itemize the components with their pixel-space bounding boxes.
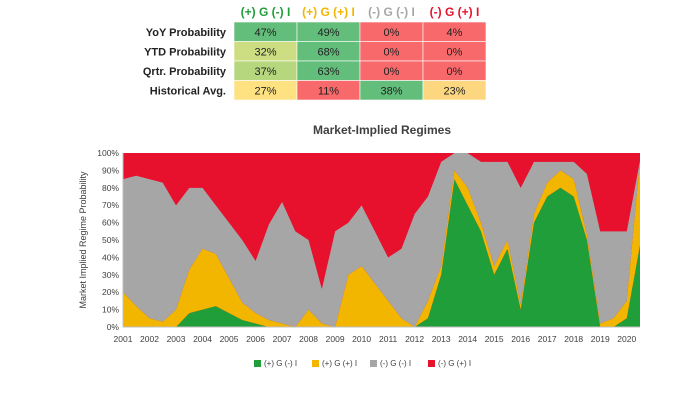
table-cell-value: 68% <box>317 47 339 59</box>
x-tick-label: 2014 <box>458 334 477 344</box>
x-tick-label: 2019 <box>591 334 610 344</box>
x-axis: 2001 2002 2003 2004 2005 2006 2007 2008 2009 2010… <box>114 326 640 344</box>
table-cell-value: 47% <box>254 27 276 39</box>
x-tick-label: 2018 <box>564 334 583 344</box>
table-cell-value: 0% <box>384 66 400 78</box>
table-cell-value: 4% <box>447 27 463 39</box>
legend-swatch <box>312 360 319 367</box>
table-row-label: YTD Probability <box>144 47 227 59</box>
y-axis-label: Market Implied Regime Probability <box>78 171 88 309</box>
y-tick-label: 60% <box>102 218 119 228</box>
x-tick-label: 2002 <box>140 334 159 344</box>
table-row-label: YoY Probability <box>146 27 227 39</box>
table-column-header: (+) G (-) I <box>241 5 291 19</box>
table-column-header: (-) G (+) I <box>430 5 480 19</box>
x-tick-label: 2008 <box>299 334 318 344</box>
table-cell-value: 23% <box>443 86 465 98</box>
x-tick-label: 2017 <box>538 334 557 344</box>
y-tick-label: 0% <box>107 322 120 332</box>
x-tick-label: 2003 <box>167 334 186 344</box>
legend-label: (-) G (-) I <box>380 359 411 368</box>
regime-probability-table: (+) G (-) I (+) G (+) I (-) G (-) I (-) G (… <box>143 5 487 101</box>
chart-title: Market-Implied Regimes <box>313 123 451 137</box>
x-tick-label: 2016 <box>511 334 530 344</box>
legend-swatch <box>370 360 377 367</box>
table-cell-value: 32% <box>254 47 276 59</box>
y-tick-label: 50% <box>102 235 119 245</box>
table-cell-value: 11% <box>318 86 339 98</box>
legend-label: (-) G (+) I <box>438 359 471 368</box>
x-tick-label: 2015 <box>485 334 504 344</box>
table-cell-value: 0% <box>447 47 463 59</box>
table-cell-value: 27% <box>254 86 276 98</box>
x-tick-label: 2007 <box>273 334 292 344</box>
table-cell-fill <box>422 80 487 101</box>
table-row-label: Historical Avg. <box>150 86 226 98</box>
table-cell-value: 37% <box>254 66 276 78</box>
area-series-2 <box>123 153 640 327</box>
x-tick-label: 2010 <box>352 334 371 344</box>
table-cell-value: 49% <box>317 27 339 39</box>
legend-swatch <box>254 360 261 367</box>
y-tick-label: 90% <box>102 165 119 175</box>
y-tick-label: 70% <box>102 200 119 210</box>
x-tick-label: 2004 <box>193 334 212 344</box>
legend-swatch <box>428 360 435 367</box>
y-tick-label: 20% <box>102 287 119 297</box>
table-cell-value: 0% <box>384 47 400 59</box>
x-tick-label: 2009 <box>326 334 345 344</box>
legend-label: (+) G (+) I <box>322 359 357 368</box>
y-axis: 0% 10% 20% 30% 40% 50% 60% 70% 80% 90% 100% <box>97 148 124 332</box>
table-column-header: (+) G (+) I <box>302 5 355 19</box>
table-column-header: (-) G (-) I <box>368 5 415 19</box>
x-tick-label: 2011 <box>379 334 398 344</box>
y-tick-label: 30% <box>102 270 119 280</box>
y-tick-label: 100% <box>97 148 119 158</box>
plot-area <box>123 153 640 327</box>
x-tick-label: 2005 <box>220 334 239 344</box>
y-tick-label: 40% <box>102 252 119 262</box>
x-tick-label: 2001 <box>114 334 133 344</box>
y-tick-label: 10% <box>102 305 119 315</box>
x-tick-label: 2020 <box>617 334 636 344</box>
y-tick-label: 80% <box>102 183 119 193</box>
table-cell-value: 38% <box>380 86 402 98</box>
legend-label: (+) G (-) I <box>264 359 297 368</box>
x-tick-label: 2012 <box>405 334 424 344</box>
area-series-1 <box>123 159 640 327</box>
x-tick-label: 2013 <box>432 334 451 344</box>
area-series-0 <box>123 179 640 327</box>
table-cell-value: 63% <box>317 66 339 78</box>
area-series-3 <box>123 153 640 289</box>
table-row-label: Qrtr. Probability <box>143 66 227 78</box>
table-cell-value: 0% <box>447 66 463 78</box>
x-tick-label: 2006 <box>246 334 265 344</box>
chart-legend: (+) G (-) I (+) G (+) I (-) G (-) I (-) G (… <box>254 359 471 368</box>
table-cell-value: 0% <box>384 27 400 39</box>
